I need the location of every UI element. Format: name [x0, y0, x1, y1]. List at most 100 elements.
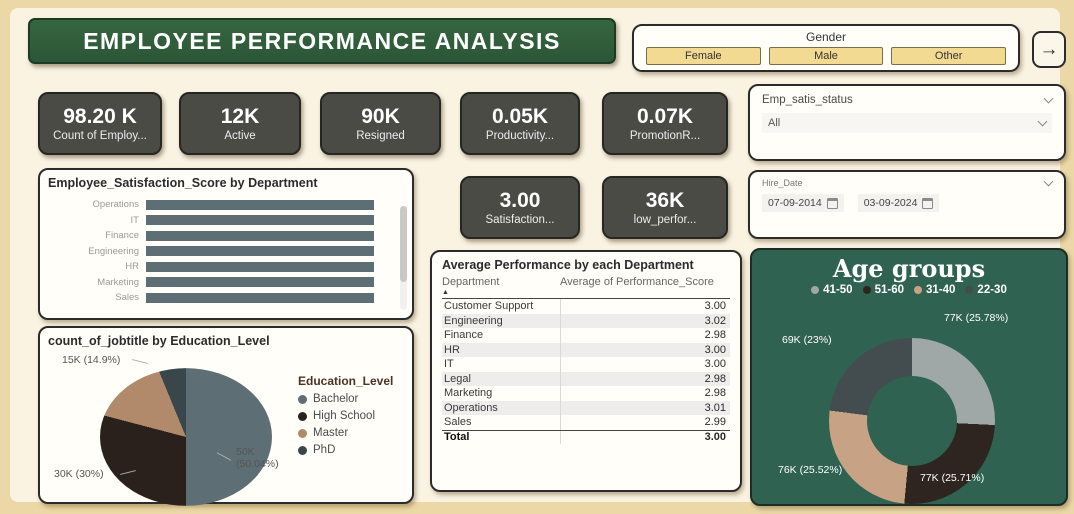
- donut-label-31-40: 76K (25.52%): [778, 464, 843, 476]
- bar-chart-scrollbar[interactable]: [400, 206, 407, 310]
- bar-track: [146, 230, 382, 241]
- gender-button-female[interactable]: Female: [646, 47, 761, 65]
- education-legend-title: Education_Level: [298, 374, 394, 388]
- bar-track: [146, 246, 382, 257]
- hire-date-end-input[interactable]: 03-09-2024: [857, 194, 940, 212]
- bar[interactable]: [146, 246, 375, 257]
- scrollbar-thumb[interactable]: [400, 206, 407, 282]
- emp-satis-status-slicer: Emp_satis_status All: [748, 84, 1066, 161]
- table-row[interactable]: Sales 2.99: [442, 415, 730, 430]
- table-row[interactable]: Engineering 3.02: [442, 313, 730, 328]
- hire-date-end-value: 03-09-2024: [863, 197, 918, 209]
- table-column-average-score[interactable]: Average of Performance_Score: [560, 276, 714, 288]
- bar-track: [146, 261, 382, 272]
- kpi-label: Resigned: [356, 129, 405, 142]
- chevron-down-icon[interactable]: [1037, 116, 1048, 127]
- performance-table-body: Customer Support 3.00 Engineering 3.02 Finan…: [442, 298, 730, 444]
- gender-button-other[interactable]: Other: [891, 47, 1007, 65]
- bar-row: Engineering: [54, 244, 382, 260]
- emp-satis-status-dropdown[interactable]: All: [762, 113, 1052, 133]
- legend-item[interactable]: 31-40: [914, 284, 955, 296]
- legend-dot-icon: [298, 411, 307, 421]
- legend-dot-icon: [811, 286, 820, 294]
- table-row[interactable]: Total 3.00: [442, 429, 730, 444]
- bar-row: Operations: [54, 197, 382, 213]
- report-title-banner: EMPLOYEE PERFORMANCE ANALYSIS: [28, 18, 616, 64]
- calendar-icon[interactable]: [826, 197, 838, 209]
- table-row[interactable]: Customer Support 3.00: [442, 299, 730, 314]
- bar[interactable]: [146, 215, 375, 226]
- chevron-down-icon[interactable]: [1043, 93, 1054, 104]
- donut-hole: [867, 376, 957, 466]
- age-donut[interactable]: [829, 338, 995, 504]
- satisfaction-bar-chart-panel: Employee_Satisfaction_Score by Departmen…: [38, 168, 414, 320]
- table-row[interactable]: Marketing 2.98: [442, 386, 730, 401]
- table-row[interactable]: Legal 2.98: [442, 371, 730, 386]
- legend-item[interactable]: 22-30: [965, 284, 1007, 296]
- kpi-value: 98.20 K: [63, 105, 137, 129]
- legend-label: 31-40: [926, 284, 956, 296]
- legend-label: PhD: [313, 444, 336, 456]
- legend-item[interactable]: Bachelor: [298, 393, 393, 405]
- table-cell-score: 3.00: [560, 299, 730, 314]
- kpi-value: 12K: [220, 105, 260, 129]
- kpi-card-low-performers: 36K low_perfor...: [602, 176, 728, 239]
- bar-category-label: Finance: [105, 230, 139, 242]
- table-cell-score: 3.00: [560, 342, 730, 357]
- age-groups-title: Age groups: [832, 254, 986, 283]
- education-pie[interactable]: [100, 368, 272, 506]
- pie-data-label-high-school: 30K (30%): [54, 468, 104, 480]
- hire-date-label: Hire_Date: [762, 178, 803, 188]
- chevron-down-icon[interactable]: [1043, 176, 1054, 187]
- bar-track: [146, 215, 382, 226]
- table-header: Department ▲ Average of Performance_Scor…: [442, 276, 730, 296]
- table-cell-department: IT: [444, 358, 454, 371]
- table-cell-score: 2.98: [560, 386, 730, 401]
- hire-date-start-input[interactable]: 07-09-2014: [762, 194, 844, 212]
- table-cell-department: HR: [444, 343, 460, 356]
- education-legend-items: Bachelor High School Master PhD: [298, 393, 393, 456]
- bar-category-label: IT: [130, 214, 139, 226]
- satisfaction-bars: Operations IT Finance Engineering HR Marketin…: [48, 197, 404, 306]
- bar-category-label: Sales: [115, 292, 139, 304]
- gender-slicer-panel: Gender Female Male Other: [632, 24, 1020, 72]
- legend-dot-icon: [298, 445, 307, 455]
- next-page-button[interactable]: →: [1032, 31, 1066, 68]
- bar[interactable]: [146, 277, 375, 288]
- legend-dot-icon: [298, 394, 307, 404]
- table-row[interactable]: HR 3.00: [442, 342, 730, 357]
- legend-item[interactable]: PhD: [298, 444, 393, 456]
- table-cell-score: 2.99: [560, 415, 730, 430]
- table-cell-score: 3.00: [560, 430, 730, 444]
- table-column-department[interactable]: Department ▲: [442, 276, 560, 296]
- legend-item[interactable]: High School: [298, 410, 393, 422]
- table-cell-department: Finance: [444, 329, 484, 342]
- donut-label-22-30: 69K (23%): [782, 334, 832, 346]
- kpi-label: Count of Employ...: [53, 129, 147, 142]
- dashboard-canvas: EMPLOYEE PERFORMANCE ANALYSIS Gender Fem…: [10, 8, 1068, 506]
- pie-chart-title: count_of_jobtitle by Education_Level: [48, 334, 270, 348]
- bar[interactable]: [146, 261, 375, 272]
- legend-label: 41-50: [823, 284, 853, 296]
- legend-item[interactable]: 41-50: [811, 284, 853, 296]
- bar[interactable]: [146, 292, 375, 303]
- leader-line: [132, 359, 148, 364]
- table-title: Average Performance by each Department: [442, 258, 694, 272]
- gender-buttons: Female Male Other: [646, 47, 1007, 65]
- kpi-label: Satisfaction...: [485, 213, 555, 226]
- legend-item[interactable]: Master: [298, 427, 393, 439]
- legend-label: Master: [313, 427, 349, 439]
- bar-row: Sales: [54, 290, 382, 306]
- calendar-icon[interactable]: [922, 197, 934, 209]
- kpi-label: low_perfor...: [633, 213, 697, 226]
- sort-ascending-icon[interactable]: ▲: [442, 289, 449, 296]
- table-row[interactable]: Operations 3.01: [442, 400, 730, 415]
- table-row[interactable]: IT 3.00: [442, 357, 730, 372]
- bar-row: Marketing: [54, 275, 382, 291]
- legend-item[interactable]: 51-60: [862, 284, 904, 296]
- bar[interactable]: [146, 230, 375, 241]
- table-row[interactable]: Finance 2.98: [442, 328, 730, 343]
- bar[interactable]: [146, 199, 375, 210]
- gender-button-male[interactable]: Male: [768, 47, 884, 65]
